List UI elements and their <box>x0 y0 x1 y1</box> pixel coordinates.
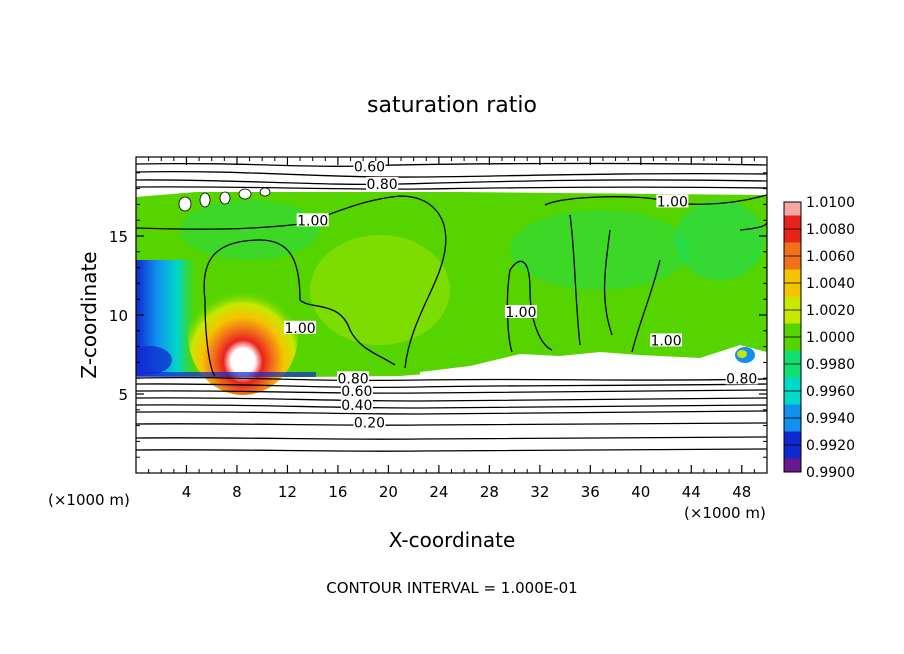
colorbar-band <box>784 310 801 324</box>
colorbar-band <box>784 337 801 351</box>
x-tick-label: 28 <box>480 483 499 501</box>
contour-label: 1.00 <box>650 333 681 349</box>
contour-label-bg <box>337 371 370 385</box>
colorbar-band <box>784 296 801 311</box>
contour-label-bg <box>296 213 329 227</box>
colorbar-band <box>784 364 801 378</box>
contour-label: 0.80 <box>726 371 757 387</box>
colorbar-band <box>784 377 801 392</box>
contour-label-bg <box>353 159 386 173</box>
y-axis: 5 10 15 <box>109 172 767 458</box>
contour-label-bg <box>725 371 758 385</box>
colorbar-band <box>784 445 801 459</box>
contour-label-bg <box>656 194 689 208</box>
contour-label-bg <box>340 384 373 397</box>
colorbar-tick-label: 1.0020 <box>806 303 855 319</box>
x-tick-label: 20 <box>379 483 398 501</box>
x-unit-note-left: (×1000 m) <box>48 491 130 509</box>
x-tick-label: 12 <box>278 483 297 501</box>
colorbar-tick-label: 1.0040 <box>806 276 855 292</box>
contour-label: 0.60 <box>354 160 385 176</box>
colorbar-band <box>784 350 801 365</box>
colorbar-band <box>784 269 801 284</box>
contour-label: 0.60 <box>341 384 372 400</box>
colorbar-tick-label: 1.0100 <box>806 195 855 211</box>
y-axis-label: Z-coordinate <box>77 251 101 378</box>
x-tick-label: 32 <box>530 483 549 501</box>
colorbar-band <box>784 202 801 216</box>
colorbar-band <box>784 458 801 473</box>
heatmap-field <box>136 157 767 473</box>
colorbar-tick-label: 0.9900 <box>806 465 855 481</box>
x-tick-label: 36 <box>581 483 600 501</box>
y-tick-label: 5 <box>118 386 128 404</box>
colorbar-tick-label: 0.9920 <box>806 438 855 454</box>
colorbar-band <box>784 256 801 270</box>
x-tick-label: 4 <box>182 483 192 501</box>
x-unit-note-right: (×1000 m) <box>684 504 766 522</box>
x-tick-label: 16 <box>328 483 347 501</box>
contour-label: 1.00 <box>284 321 315 337</box>
x-tick-label: 24 <box>429 483 448 501</box>
contour-label: 1.00 <box>657 194 688 210</box>
contour-label-bg <box>366 177 399 191</box>
colorbar-tick-label: 0.9940 <box>806 411 855 427</box>
contour-labels: 0.600.801.001.001.001.001.000.800.600.40… <box>284 159 758 432</box>
colorbar-band <box>784 283 801 297</box>
contour-lines <box>136 162 767 452</box>
contour-label-bg <box>340 398 373 412</box>
contour-label-bg <box>353 415 386 429</box>
colorbar-band <box>784 323 801 338</box>
colorbar-tick-label: 0.9960 <box>806 384 855 400</box>
colorbar: 1.0100 1.0080 1.0060 1.0040 1.0020 1.0000 0.99… <box>783 195 855 481</box>
colorbar-tick-label: 1.0060 <box>806 249 855 265</box>
contour-label: 0.40 <box>341 398 372 414</box>
colorbar-tick-label: 0.9980 <box>806 357 855 373</box>
contour-interval-note: CONTOUR INTERVAL = 1.000E-01 <box>326 579 577 597</box>
colorbar-band <box>784 229 801 243</box>
contour-label: 1.00 <box>297 213 328 229</box>
colorbar-band <box>784 404 801 419</box>
contour-label: 0.80 <box>337 371 368 387</box>
colorbar-band <box>784 391 801 405</box>
x-tick-label: 8 <box>232 483 242 501</box>
colorbar-tick-label: 1.0000 <box>806 330 855 346</box>
colorbar-band <box>784 242 801 257</box>
x-axis-label: X-coordinate <box>389 528 516 552</box>
colorbar-band <box>784 418 801 432</box>
colorbar-band <box>784 215 801 230</box>
x-tick-label: 40 <box>631 483 650 501</box>
y-tick-label: 10 <box>109 307 128 325</box>
contour-label: 1.00 <box>505 305 536 321</box>
contour-label: 0.20 <box>354 416 385 432</box>
contour-label-bg <box>650 333 683 347</box>
colorbar-tick-label: 1.0080 <box>806 222 855 238</box>
colorbar-band <box>784 431 801 446</box>
contour-label-bg <box>504 305 537 318</box>
chart-title: saturation ratio <box>367 93 537 118</box>
x-axis: 4 8 12 16 20 24 28 32 36 40 44 48 <box>148 157 755 501</box>
contour-label-bg <box>284 320 317 334</box>
contour-label: 0.80 <box>367 177 398 193</box>
x-tick-label: 48 <box>732 483 751 501</box>
x-tick-label: 44 <box>682 483 701 501</box>
y-tick-label: 15 <box>109 228 128 246</box>
